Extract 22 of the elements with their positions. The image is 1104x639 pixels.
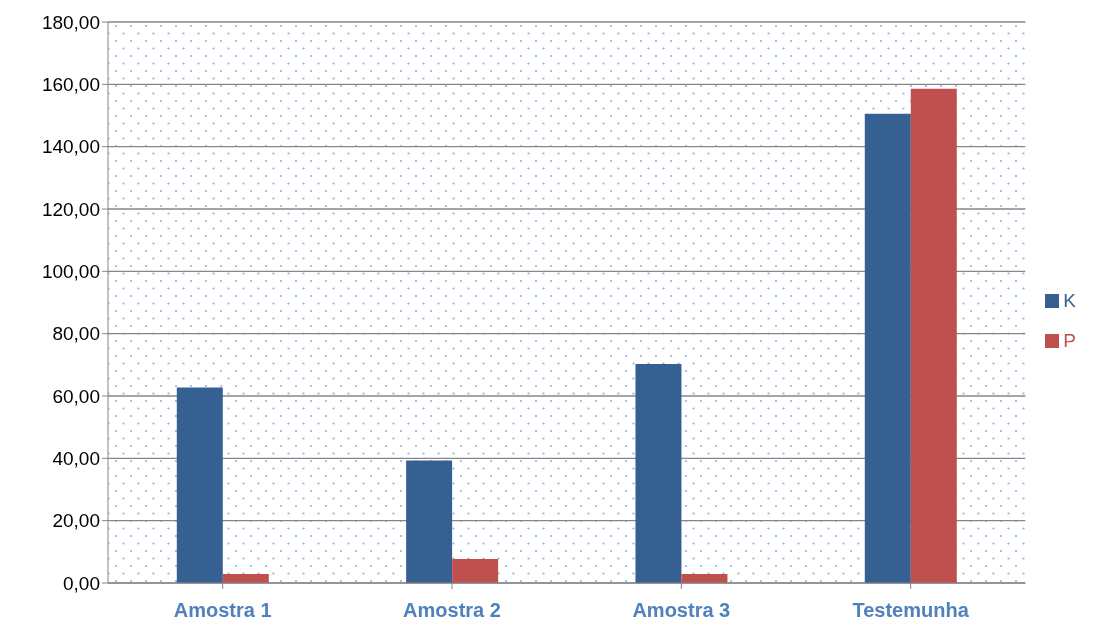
y-tick-label: 120,00 (41, 198, 100, 220)
legend-label: P (1063, 329, 1076, 351)
y-tick-label: 80,00 (52, 323, 100, 345)
bar (864, 113, 911, 583)
y-tick-label: 100,00 (41, 261, 100, 283)
x-tick-label: Testemunha (852, 599, 970, 622)
legend-label: K (1063, 289, 1076, 311)
y-tick-label: 40,00 (52, 448, 100, 470)
y-tick-label: 0,00 (63, 572, 100, 594)
y-tick-label: 140,00 (41, 136, 100, 158)
y-tick-label: 20,00 (52, 510, 100, 532)
x-tick-label: Amostra 2 (403, 599, 501, 622)
y-tick-label: 180,00 (41, 11, 100, 33)
bar (452, 559, 499, 583)
y-tick-label: 160,00 (41, 74, 100, 96)
bar (910, 88, 957, 583)
y-tick-label: 60,00 (52, 385, 100, 407)
x-tick-label: Amostra 3 (632, 599, 731, 622)
x-tick-label: Amostra 1 (173, 599, 272, 622)
bar (635, 363, 682, 583)
bar (406, 460, 453, 583)
bar (176, 387, 223, 583)
